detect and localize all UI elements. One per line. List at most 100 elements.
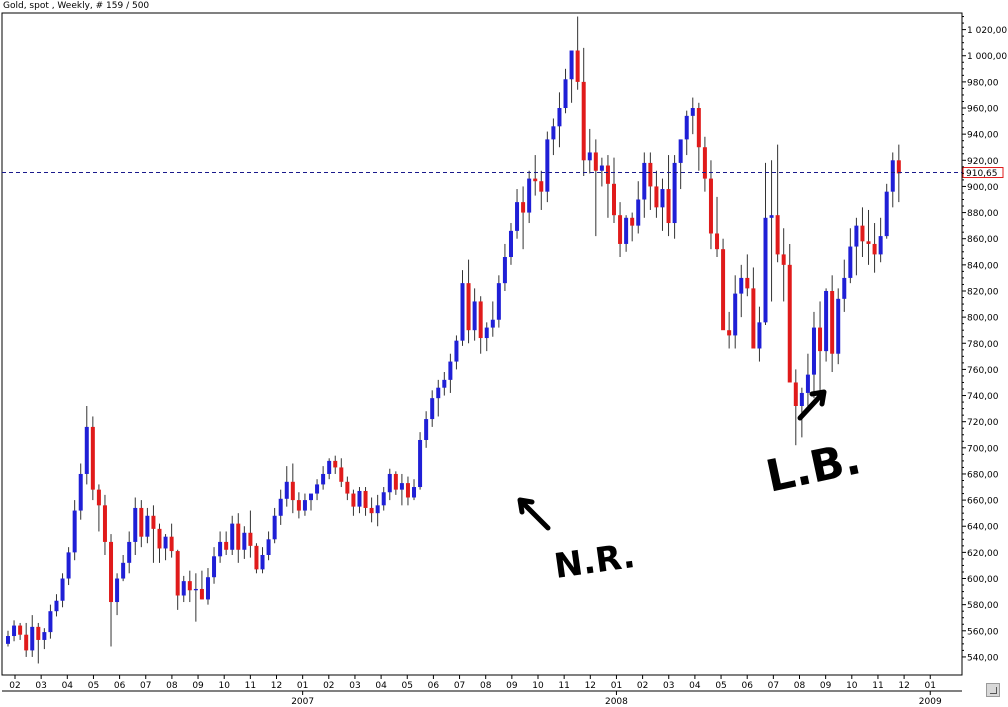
y-tick-label: 780,00 <box>967 340 999 350</box>
y-tick-label: 600,00 <box>967 575 999 585</box>
candle-body <box>872 243 877 255</box>
candle-body <box>48 611 53 633</box>
x-tick-label: 05 <box>402 681 413 691</box>
candle <box>363 487 368 516</box>
y-tick-label: 980,00 <box>967 78 999 88</box>
candle-body <box>708 178 713 234</box>
candle-body <box>193 588 198 591</box>
x-tick-label: 09 <box>192 681 204 691</box>
y-tick-label: 680,00 <box>967 470 999 480</box>
candle-body <box>775 215 780 255</box>
candle-body <box>181 581 186 596</box>
candle <box>884 183 889 239</box>
candle-body <box>811 327 816 375</box>
candle <box>163 534 168 561</box>
candle <box>872 223 877 273</box>
candle <box>309 493 313 511</box>
candle-body <box>133 507 138 542</box>
candle <box>266 531 271 561</box>
candle <box>890 152 895 208</box>
candle-body <box>436 387 441 399</box>
candle-body <box>448 361 453 380</box>
candle <box>260 547 265 574</box>
candle <box>733 275 738 349</box>
candle <box>478 296 483 354</box>
candle-body <box>399 483 404 490</box>
candle-body <box>393 473 398 490</box>
x-tick-label: 11 <box>558 681 569 691</box>
candle-body <box>284 481 289 499</box>
candle <box>848 228 853 284</box>
candle-body <box>672 162 677 224</box>
candle <box>490 301 495 337</box>
candle-body <box>484 327 489 339</box>
candle-body <box>236 523 241 550</box>
candle-body <box>315 484 320 494</box>
candle-body <box>6 636 10 644</box>
candle-body <box>599 165 604 171</box>
candle-body <box>357 490 362 507</box>
candle-body <box>793 382 798 406</box>
candle <box>84 406 89 485</box>
chart-title: Gold, spot , Weekly, # 159 / 500 <box>3 1 150 11</box>
candle-body <box>90 426 95 490</box>
lb-arrow-icon <box>797 389 827 421</box>
candle <box>357 487 362 514</box>
candle-body <box>248 532 253 546</box>
candle <box>484 322 489 352</box>
candle-body <box>254 545 259 570</box>
candle-body <box>36 626 41 640</box>
candle-body <box>721 249 726 331</box>
candle-body <box>757 322 762 349</box>
candle <box>533 155 538 196</box>
candle <box>502 243 507 291</box>
y-tick-label: 960,00 <box>967 105 999 115</box>
candle-body <box>636 199 641 226</box>
resize-handle-icon[interactable] <box>986 683 1000 697</box>
candle-body <box>733 293 738 336</box>
y-tick-label: 760,00 <box>967 366 999 376</box>
x-tick-label: 12 <box>898 681 909 691</box>
candle-body <box>496 283 501 320</box>
candle <box>769 160 774 302</box>
candle-body <box>515 202 520 231</box>
current-price-label: 910,65 <box>966 169 998 179</box>
x-tick-label: 06 <box>114 681 126 691</box>
candle-body <box>890 160 895 192</box>
candle <box>624 215 629 252</box>
candle-body <box>684 115 689 140</box>
candle <box>842 259 847 312</box>
candle-body <box>387 473 392 493</box>
candle-body <box>260 554 265 570</box>
x-tick-label: 11 <box>872 681 883 691</box>
year-label: 2008 <box>605 697 628 707</box>
candle-body <box>454 340 459 362</box>
candle <box>466 259 471 344</box>
candle <box>775 144 780 263</box>
candle <box>527 170 532 224</box>
candle <box>648 152 653 210</box>
candle <box>102 494 107 555</box>
candle-body <box>660 189 665 208</box>
x-tick-label: 01 <box>297 681 308 691</box>
y-tick-label: 640,00 <box>967 523 999 533</box>
candle-body <box>169 536 174 552</box>
candle-body <box>290 481 295 501</box>
candle-body <box>175 551 180 596</box>
x-tick-label: 10 <box>846 681 858 691</box>
x-tick-label: 11 <box>245 681 256 691</box>
x-tick-label: 02 <box>9 681 20 691</box>
candle-body <box>127 541 132 563</box>
candle <box>175 549 180 610</box>
y-tick-label: 560,00 <box>967 627 999 637</box>
candle-body <box>339 467 344 482</box>
x-tick-label: 09 <box>820 681 832 691</box>
y-tick-label: 540,00 <box>967 653 999 663</box>
candle <box>115 573 120 616</box>
y-tick-label: 920,00 <box>967 157 999 167</box>
candle-body <box>460 283 465 341</box>
plot-frame <box>1 12 963 676</box>
candle <box>199 570 204 600</box>
candle <box>315 479 320 501</box>
x-tick-label: 03 <box>349 681 360 691</box>
